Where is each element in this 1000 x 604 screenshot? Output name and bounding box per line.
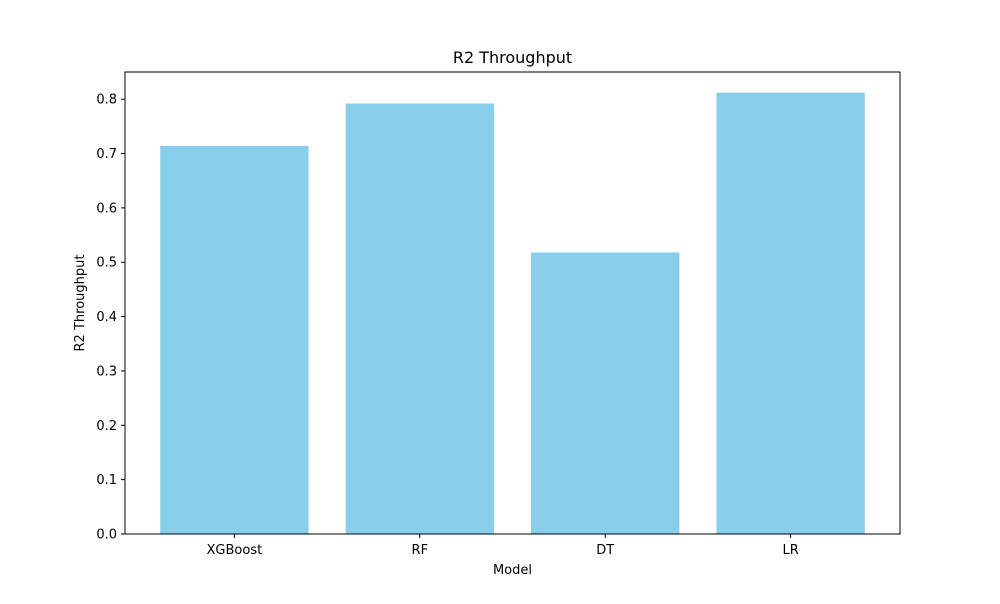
ticks-group: XGBoost RF DT LR 0.0 0.1 0.2 0.3 0.4 0.5 0.6 0.7 0.8 xyxy=(96,93,798,558)
x-tick-label: RF xyxy=(412,543,429,558)
y-tick-label: 0.1 xyxy=(96,473,117,488)
x-tick-label: LR xyxy=(782,543,798,558)
bar-xgboost xyxy=(160,145,309,535)
bar-rf xyxy=(345,103,494,534)
y-tick-label: 0.8 xyxy=(96,93,117,108)
chart-title: R2 Throughput xyxy=(453,48,572,67)
y-tick-label: 0.6 xyxy=(96,201,117,216)
x-axis-label: Model xyxy=(493,563,532,578)
x-tick-label: DT xyxy=(596,543,614,558)
bar-lr xyxy=(716,92,865,535)
bars-group xyxy=(160,92,865,535)
y-axis-label: R2 Throughput xyxy=(73,255,88,352)
y-tick-label: 0.5 xyxy=(96,256,117,271)
y-tick-label: 0.4 xyxy=(96,310,117,325)
y-tick-label: 0.0 xyxy=(96,528,117,543)
y-tick-label: 0.7 xyxy=(96,147,117,162)
y-tick-label: 0.3 xyxy=(96,364,117,379)
bar-dt xyxy=(531,252,680,534)
y-tick-label: 0.2 xyxy=(96,419,117,434)
plot-frame xyxy=(124,71,901,535)
x-tick-label: XGBoost xyxy=(207,543,263,558)
